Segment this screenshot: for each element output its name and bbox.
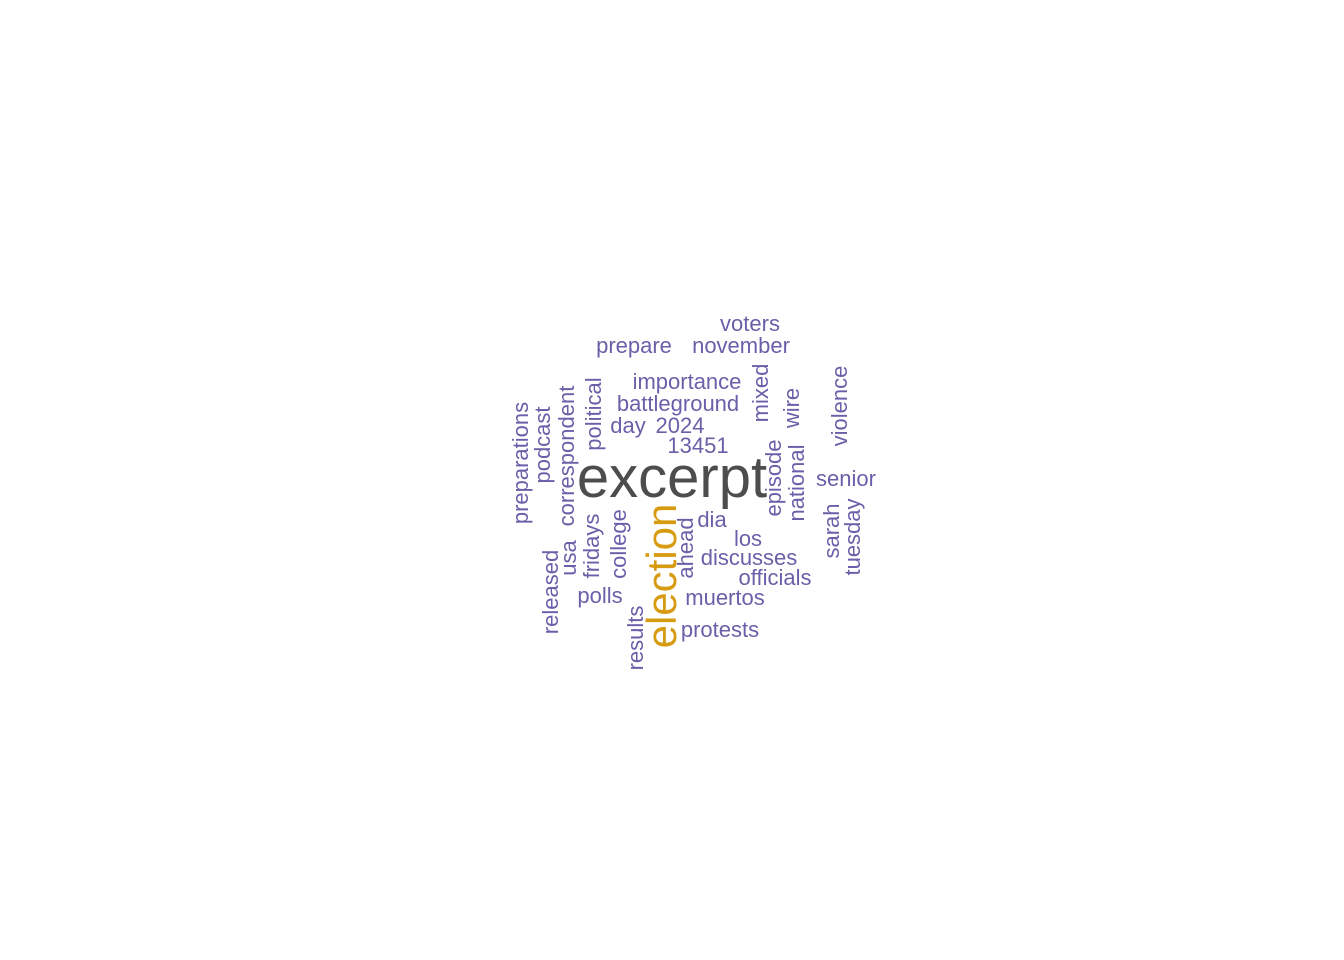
word-tuesday: tuesday: [840, 498, 865, 576]
word-wire: wire: [779, 387, 804, 429]
word-excerpt: excerpt: [576, 445, 768, 510]
word-fridays: fridays: [579, 513, 604, 579]
word-los: los: [733, 526, 763, 551]
word-2024: 2024: [655, 413, 705, 438]
word-podcast: podcast: [530, 406, 555, 484]
word-muertos: muertos: [685, 585, 765, 610]
word-november: november: [692, 333, 790, 358]
word-protests: protests: [680, 617, 760, 642]
word-day: day: [610, 413, 646, 438]
word-mixed: mixed: [748, 363, 773, 423]
word-results: results: [623, 605, 648, 671]
word-ahead: ahead: [673, 517, 698, 579]
word-national: national: [784, 444, 809, 522]
word-dia: dia: [697, 507, 727, 532]
word-voters: voters: [720, 311, 780, 336]
word-college: college: [606, 509, 631, 579]
word-battleground: battleground: [616, 391, 740, 416]
word-violence: violence: [827, 365, 852, 447]
word-importance: importance: [632, 369, 742, 394]
word-13451: 13451: [667, 433, 729, 458]
word-senior: senior: [816, 466, 876, 491]
word-prepare: prepare: [596, 333, 672, 358]
word-preparations: preparations: [508, 401, 533, 525]
word-polls: polls: [577, 583, 623, 608]
word-usa: usa: [556, 540, 581, 576]
word-correspondent: correspondent: [554, 385, 579, 527]
word-discusses: discusses: [700, 545, 798, 570]
word-episode: episode: [761, 439, 786, 517]
word-officials: officials: [738, 565, 812, 590]
word-political: political: [581, 377, 606, 451]
